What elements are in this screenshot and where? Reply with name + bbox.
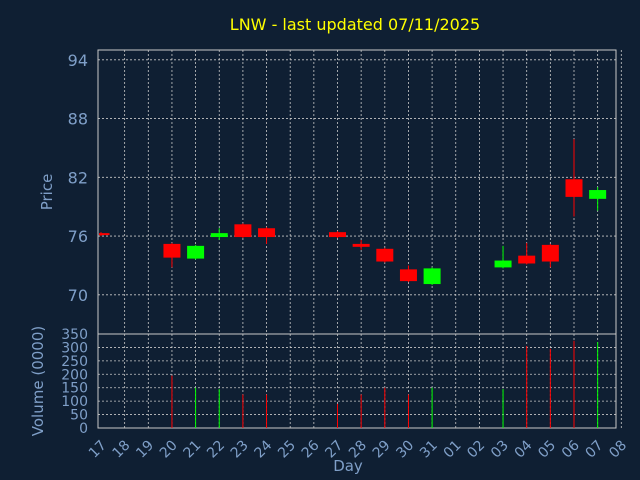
price-tick-label: 82 — [68, 168, 88, 187]
price-axis: 70 76 82 88 94 — [68, 51, 88, 305]
candle — [234, 223, 252, 239]
day-tick-label: 23 — [228, 438, 252, 462]
candle-body — [589, 190, 607, 199]
candle-body — [565, 179, 583, 197]
day-tick-label: 08 — [606, 438, 630, 462]
candle — [565, 139, 583, 217]
candle — [541, 243, 559, 268]
candle-body — [376, 248, 394, 262]
day-tick-label: 02 — [464, 438, 488, 462]
candle-body — [329, 232, 346, 238]
day-tick-label: 19 — [133, 438, 157, 462]
day-tick-label: 30 — [393, 438, 417, 462]
day-tick-label: 05 — [535, 438, 559, 462]
day-tick-label: 07 — [583, 438, 607, 462]
volume-tick-label: 0 — [79, 421, 88, 437]
candles — [99, 139, 607, 286]
candle — [329, 231, 346, 239]
volume-tick-label: 250 — [61, 354, 88, 370]
day-tick-label: 04 — [512, 437, 536, 461]
price-panel-frame — [97, 49, 617, 335]
candle-body — [399, 269, 417, 282]
price-tick-label: 70 — [68, 286, 88, 305]
candle — [258, 227, 276, 244]
volume-bars — [171, 340, 599, 428]
volume-tick-label: 350 — [61, 327, 88, 343]
candle-body — [234, 224, 252, 238]
candle — [423, 267, 441, 286]
day-tick-label: 18 — [110, 438, 134, 462]
day-tick-label: 21 — [181, 438, 205, 462]
volume-tick-label: 200 — [61, 367, 88, 383]
candle-body — [423, 268, 441, 285]
chart-title: LNW - last updated 07/11/2025 — [230, 15, 480, 34]
volume-tick-label: 300 — [61, 340, 88, 356]
price-axis-label: Price — [38, 174, 56, 211]
day-axis-label: Day — [333, 457, 363, 475]
candle — [376, 247, 394, 263]
volume-grid — [98, 334, 622, 428]
volume-axis-label: Volume (0000) — [29, 326, 47, 436]
candle — [518, 242, 536, 265]
price-tick-label: 76 — [68, 227, 88, 246]
candle-body — [210, 233, 228, 238]
candle-body — [163, 243, 181, 258]
volume-tick-label: 150 — [61, 381, 88, 397]
day-tick-label: 01 — [441, 438, 465, 462]
candle-body — [187, 245, 205, 259]
day-tick-label: 17 — [86, 438, 110, 462]
candle-body — [541, 244, 559, 262]
price-tick-label: 94 — [68, 51, 88, 70]
candle-body — [518, 255, 536, 264]
candle — [187, 244, 205, 260]
candle — [352, 239, 370, 250]
candle — [589, 187, 607, 211]
day-tick-label: 26 — [299, 437, 323, 461]
candle-body — [99, 233, 110, 236]
price-tick-label: 88 — [68, 110, 88, 129]
day-tick-label: 06 — [559, 437, 583, 461]
volume-panel-frame — [97, 333, 617, 429]
volume-tick-label: 50 — [70, 408, 88, 424]
candle — [163, 242, 181, 268]
candle — [99, 232, 110, 237]
candle-body — [494, 260, 512, 268]
day-tick-label: 31 — [417, 438, 441, 462]
day-tick-label: 25 — [275, 438, 299, 462]
price-grid — [98, 50, 622, 334]
day-tick-label: 22 — [204, 438, 228, 462]
day-tick-label: 24 — [251, 437, 275, 461]
candle — [399, 265, 417, 283]
candle-body — [258, 228, 276, 238]
candle — [210, 228, 228, 240]
candle-body — [352, 243, 370, 247]
day-tick-label: 03 — [488, 438, 512, 462]
candle — [494, 245, 512, 269]
day-tick-label: 20 — [157, 438, 181, 462]
volume-tick-label: 100 — [61, 394, 88, 410]
day-tick-label: 29 — [370, 438, 394, 462]
